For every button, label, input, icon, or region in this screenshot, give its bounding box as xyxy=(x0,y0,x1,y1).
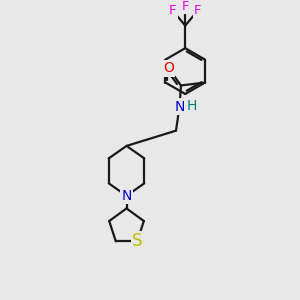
Text: N: N xyxy=(174,100,185,114)
Text: O: O xyxy=(163,61,174,75)
Text: S: S xyxy=(132,232,142,250)
Text: H: H xyxy=(187,99,197,113)
Text: F: F xyxy=(182,0,189,13)
Text: F: F xyxy=(169,4,177,17)
Text: N: N xyxy=(121,189,132,203)
Text: F: F xyxy=(194,4,201,17)
